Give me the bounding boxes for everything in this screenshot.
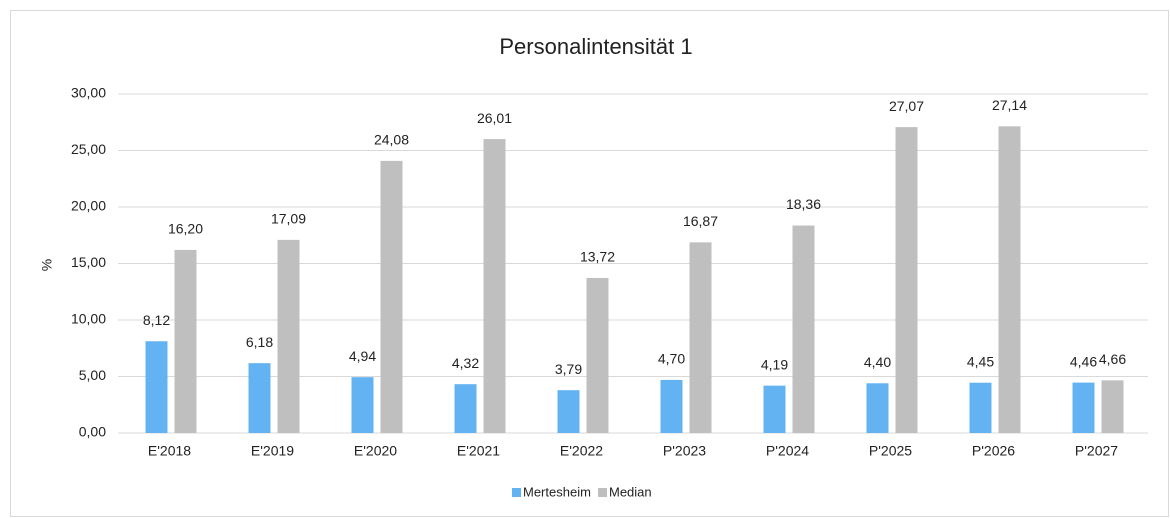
x-tick-label: P'2025 bbox=[869, 443, 912, 459]
bar bbox=[174, 249, 197, 433]
bar bbox=[145, 341, 168, 433]
y-tick-label: 30,00 bbox=[71, 85, 106, 101]
bar bbox=[969, 382, 992, 433]
x-tick-label: E'2021 bbox=[457, 443, 500, 459]
bar bbox=[895, 127, 918, 433]
bar bbox=[380, 160, 403, 433]
legend-label: Mertesheim bbox=[523, 484, 591, 499]
value-label: 27,14 bbox=[992, 97, 1027, 113]
value-label: 16,20 bbox=[168, 221, 203, 237]
bar bbox=[866, 383, 889, 433]
bar bbox=[248, 363, 271, 433]
bar bbox=[792, 225, 815, 433]
x-tick-label: E'2022 bbox=[560, 443, 603, 459]
bar bbox=[454, 384, 477, 433]
value-label: 27,07 bbox=[889, 98, 924, 114]
value-label: 4,19 bbox=[761, 356, 788, 372]
bar bbox=[689, 242, 712, 433]
value-label: 8,12 bbox=[143, 312, 170, 328]
x-tick-label: P'2023 bbox=[663, 443, 706, 459]
x-tick-label: E'2019 bbox=[251, 443, 294, 459]
y-tick-label: 25,00 bbox=[71, 141, 106, 157]
x-tick-label: P'2024 bbox=[766, 443, 809, 459]
bar bbox=[1101, 380, 1124, 433]
bar bbox=[998, 126, 1021, 434]
x-tick-label: P'2027 bbox=[1075, 443, 1118, 459]
bar bbox=[1072, 382, 1095, 433]
legend-swatch bbox=[512, 488, 521, 497]
y-tick-label: 20,00 bbox=[71, 198, 106, 214]
value-label: 4,40 bbox=[864, 354, 891, 370]
value-label: 3,79 bbox=[555, 361, 582, 377]
value-label: 4,70 bbox=[658, 351, 685, 367]
value-label: 13,72 bbox=[580, 249, 615, 265]
y-tick-label: 10,00 bbox=[71, 311, 106, 327]
value-label: 18,36 bbox=[786, 196, 821, 212]
bar bbox=[277, 239, 300, 433]
value-label: 17,09 bbox=[271, 211, 306, 227]
chart-title: Personalintensität 1 bbox=[499, 34, 692, 59]
bar bbox=[557, 390, 580, 433]
value-label: 16,87 bbox=[683, 213, 718, 229]
x-tick-label: P'2026 bbox=[972, 443, 1015, 459]
value-label: 26,01 bbox=[477, 110, 512, 126]
value-label: 4,32 bbox=[452, 355, 479, 371]
x-tick-label: E'2018 bbox=[148, 443, 191, 459]
value-label: 4,66 bbox=[1099, 351, 1126, 367]
bar bbox=[660, 379, 683, 433]
y-tick-label: 15,00 bbox=[71, 254, 106, 270]
bar bbox=[763, 385, 786, 433]
value-label: 4,45 bbox=[967, 353, 994, 369]
y-tick-label: 0,00 bbox=[79, 424, 106, 440]
x-tick-label: E'2020 bbox=[354, 443, 397, 459]
value-label: 4,94 bbox=[349, 348, 376, 364]
legend-label: Median bbox=[609, 484, 652, 499]
y-tick-label: 5,00 bbox=[79, 367, 106, 383]
value-label: 24,08 bbox=[374, 132, 409, 148]
bar bbox=[483, 139, 506, 433]
legend-swatch bbox=[598, 488, 607, 497]
y-axis-label: % bbox=[39, 259, 55, 271]
value-label: 4,46 bbox=[1070, 353, 1097, 369]
bar bbox=[351, 377, 374, 433]
value-label: 6,18 bbox=[246, 334, 273, 350]
bar bbox=[586, 277, 609, 433]
